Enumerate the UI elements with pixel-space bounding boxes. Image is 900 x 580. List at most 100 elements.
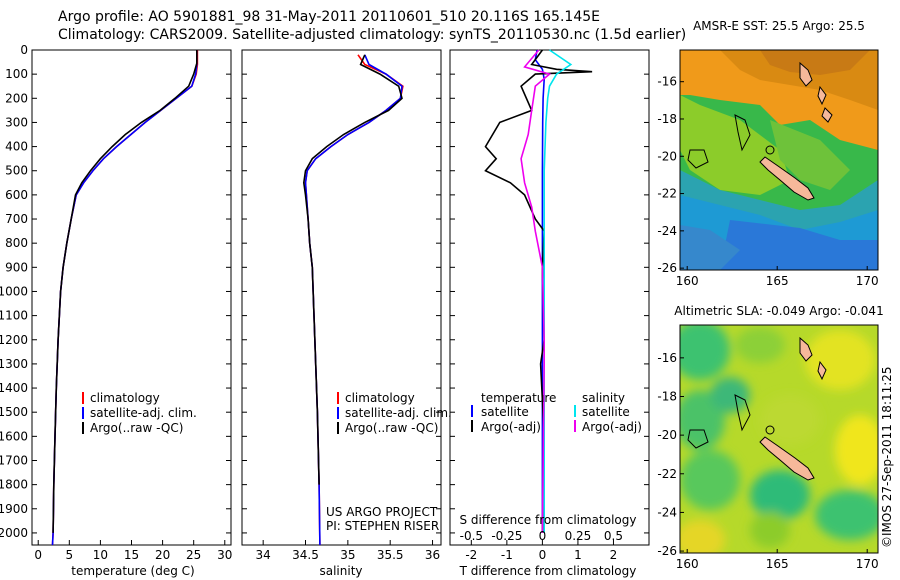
sst-map-field xyxy=(680,50,878,270)
top-tick-label: -0.5 xyxy=(460,529,483,543)
top-tick-label: 0.5 xyxy=(604,529,623,543)
legend-header-temperature: temperature xyxy=(481,391,556,405)
difference-x-label: T difference from climatology xyxy=(459,564,637,578)
y-tick-label: 0 xyxy=(20,43,28,57)
difference-plot-frame xyxy=(449,49,650,546)
x-tick-label: 15 xyxy=(124,548,139,562)
x-tick-label: 0 xyxy=(539,548,547,562)
legend-label-climatology: climatology xyxy=(90,391,160,405)
x-tick-label: 36 xyxy=(425,548,440,562)
y-tick-label: 1400 xyxy=(0,381,28,395)
salinity-x-label: salinity xyxy=(319,564,362,578)
map-y-tick-label: -20 xyxy=(657,149,677,163)
y-tick-label: 300 xyxy=(5,115,28,129)
legend-label-argo: Argo(..raw -QC) xyxy=(345,421,438,435)
y-tick-label: 100 xyxy=(5,67,28,81)
y-tick-label: 1200 xyxy=(0,333,28,347)
y-tick-label: 1900 xyxy=(0,502,28,516)
series-line-argorawqc xyxy=(302,54,403,485)
legend-label-t-argo: Argo(-adj) xyxy=(481,420,541,434)
map-x-tick-label: 165 xyxy=(766,274,789,288)
y-tick-label: 200 xyxy=(5,91,28,105)
x-tick-label: 25 xyxy=(186,548,201,562)
map-y-tick-label: -16 xyxy=(657,351,677,365)
legend-label-climatology: climatology xyxy=(345,391,415,405)
y-tick-label: 500 xyxy=(5,164,28,178)
y-tick-label: 1700 xyxy=(0,453,28,467)
map-y-tick-label: -18 xyxy=(657,112,677,126)
x-tick-label: 34.5 xyxy=(292,548,319,562)
legend-label-t-satellite: satellite xyxy=(481,405,529,419)
legend-label-s-argo: Argo(-adj) xyxy=(582,420,642,434)
y-tick-label: 700 xyxy=(5,212,28,226)
y-tick-label: 800 xyxy=(5,236,28,250)
map-x-tick-label: 170 xyxy=(856,274,879,288)
map-y-tick-label: -18 xyxy=(657,389,677,403)
legend-label-s-satellite: satellite xyxy=(582,405,630,419)
map-y-tick-label: -16 xyxy=(657,75,677,89)
top-tick-label: 0.25 xyxy=(565,529,592,543)
header-line-1: Argo profile: AO 5901881_98 31-May-2011 … xyxy=(58,9,600,25)
x-tick-label: 34 xyxy=(256,548,271,562)
y-tick-label: 1100 xyxy=(0,309,28,323)
map-y-tick-label: -26 xyxy=(657,544,677,558)
y-tick-label: 2000 xyxy=(0,526,28,540)
sla-map-frame xyxy=(679,324,879,554)
x-tick-label: 35.5 xyxy=(377,548,404,562)
x-tick-label: 10 xyxy=(93,548,108,562)
y-tick-label: 400 xyxy=(5,140,28,154)
difference-chart: -2 -1 0 1 2 -0.5 -0.25 0 0.25 0.5 xyxy=(450,49,649,562)
timestamp: ©IMOS 27-Sep-2011 18:11:25 xyxy=(880,366,894,548)
map-y-tick-label: -26 xyxy=(657,261,677,275)
sst-map-title: AMSR-E SST: 25.5 Argo: 25.5 xyxy=(693,19,865,33)
temperature-chart: 0 5 10 15 20 25 300100200300400500600700800900… xyxy=(0,43,232,562)
sla-map-title: Altimetric SLA: -0.049 Argo: -0.041 xyxy=(674,304,883,318)
legend-header-salinity: salinity xyxy=(582,391,625,405)
credit-project: US ARGO PROJECT xyxy=(326,505,438,519)
map-y-tick-label: -24 xyxy=(657,505,677,519)
y-tick-label: 1000 xyxy=(0,284,28,298)
temperature-x-label: temperature (deg C) xyxy=(71,564,194,578)
y-tick-label: 600 xyxy=(5,188,28,202)
map-y-tick-label: -22 xyxy=(657,187,677,201)
x-tick-label: 1 xyxy=(574,548,582,562)
series-line-argoadj xyxy=(520,49,552,533)
difference-top-axis-label: S difference from climatology xyxy=(460,513,637,527)
y-tick-label: 900 xyxy=(5,260,28,274)
legend-label-satellite: satellite-adj. clim. xyxy=(90,406,197,420)
sla-coastline xyxy=(687,336,827,481)
credit-pi: PI: STEPHEN RISER xyxy=(326,519,439,533)
salinity-chart: 34 34.5 35 35.5 36 xyxy=(242,49,441,562)
map-y-tick-label: -22 xyxy=(657,467,677,481)
sst-coastline xyxy=(687,61,833,201)
x-tick-label: 35 xyxy=(340,548,355,562)
salinity-plot-frame xyxy=(241,49,442,546)
map-x-tick-label: 160 xyxy=(676,557,699,571)
series-line-argorawqc xyxy=(52,50,198,533)
y-tick-label: 1500 xyxy=(0,405,28,419)
top-tick-label: 0 xyxy=(539,529,547,543)
x-tick-label: 30 xyxy=(217,548,232,562)
x-tick-label: 5 xyxy=(65,548,73,562)
temperature-plot-frame xyxy=(31,49,232,546)
sla-map-field xyxy=(680,325,878,553)
map-x-tick-label: 165 xyxy=(766,557,789,571)
map-x-tick-label: 170 xyxy=(856,557,879,571)
top-tick-label: -0.25 xyxy=(491,529,522,543)
series-line-satellite xyxy=(543,49,573,533)
y-tick-label: 1300 xyxy=(0,357,28,371)
legend-label-satellite: satellite-adj. clim. xyxy=(345,406,452,420)
map-y-tick-label: -24 xyxy=(657,224,677,238)
map-y-tick-label: -20 xyxy=(657,428,677,442)
header-line-2: Climatology: CARS2009. Satellite-adjuste… xyxy=(58,27,687,43)
x-tick-label: 20 xyxy=(155,548,170,562)
x-tick-label: -2 xyxy=(465,548,477,562)
x-tick-label: -1 xyxy=(501,548,513,562)
x-tick-label: 2 xyxy=(610,548,618,562)
map-x-tick-label: 160 xyxy=(676,274,699,288)
x-tick-label: 0 xyxy=(34,548,42,562)
sst-map-frame xyxy=(679,49,879,271)
y-tick-label: 1800 xyxy=(0,478,28,492)
